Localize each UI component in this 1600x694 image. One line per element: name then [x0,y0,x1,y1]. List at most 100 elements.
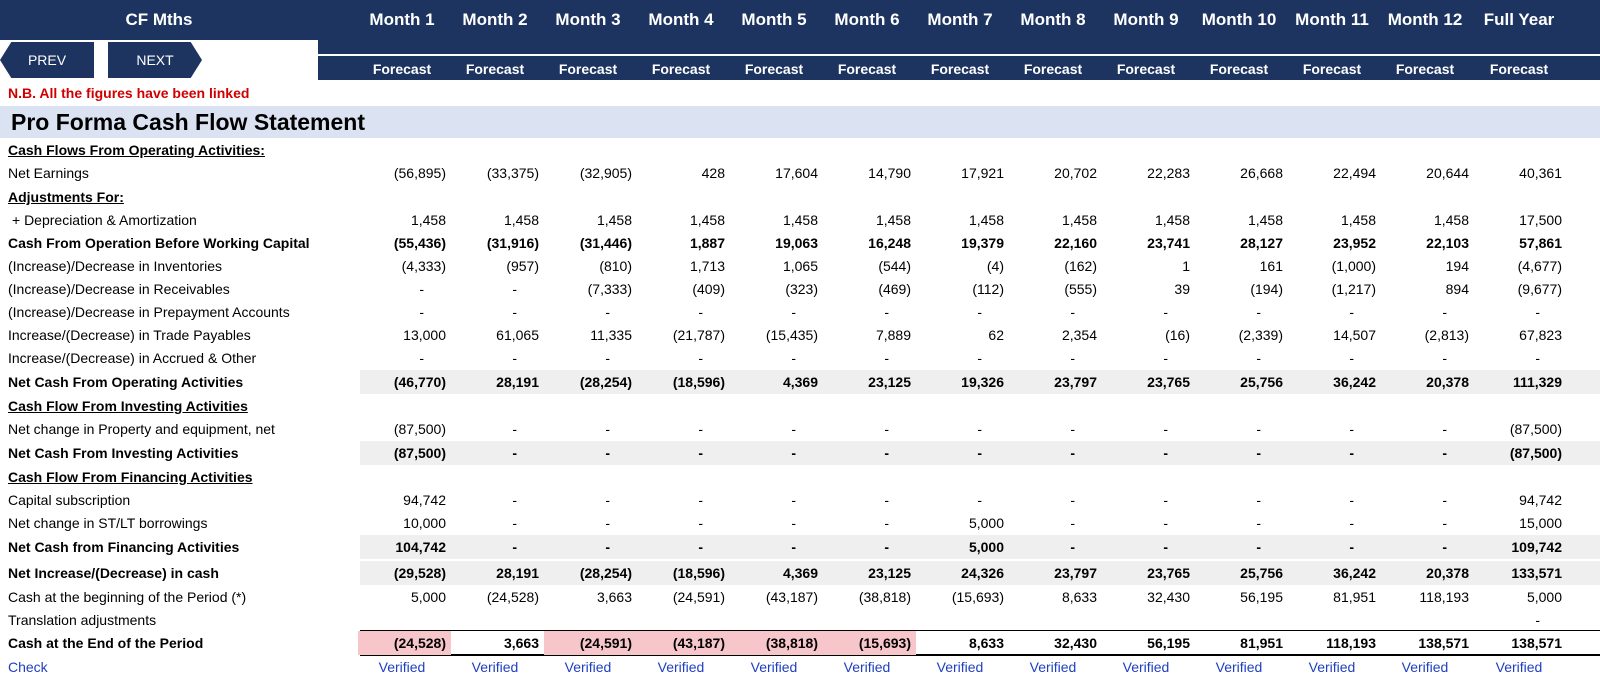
value-cell[interactable]: 23,765 [1147,565,1190,581]
value-cell[interactable]: 1,458 [1433,212,1469,228]
value-cell[interactable]: - [512,421,517,437]
value-cell[interactable]: - [1070,350,1075,366]
check-status[interactable]: Verified [1495,659,1543,675]
value-cell[interactable]: (555) [1064,281,1097,297]
value-cell[interactable]: - [605,515,610,531]
value-cell[interactable]: - [698,304,703,320]
value-cell[interactable]: - [1070,492,1075,508]
value-cell[interactable]: 20,378 [1426,374,1469,390]
value-cell[interactable]: - [1256,492,1261,508]
value-cell[interactable]: 16,248 [868,235,911,251]
value-cell[interactable]: - [698,515,703,531]
value-cell[interactable]: - [1349,445,1354,461]
value-cell[interactable]: - [1349,421,1354,437]
value-cell[interactable]: 109,742 [1511,539,1562,555]
value-cell[interactable]: - [605,492,610,508]
value-cell[interactable]: 4,369 [782,565,818,581]
value-cell[interactable]: 4,369 [782,374,818,390]
value-cell[interactable]: (957) [506,258,539,274]
value-cell[interactable]: 23,797 [1054,565,1097,581]
value-cell[interactable]: - [884,515,889,531]
value-cell[interactable]: - [1163,539,1168,555]
value-cell[interactable]: 1,065 [782,258,818,274]
value-cell[interactable]: - [1442,492,1447,508]
value-cell[interactable]: 15,000 [1519,515,1562,531]
value-cell[interactable]: (7,333) [587,281,632,297]
value-cell[interactable]: 3,663 [503,635,539,651]
value-cell[interactable]: 39 [1174,281,1190,297]
value-cell[interactable]: 1 [1182,258,1190,274]
check-status[interactable]: Verified [1215,659,1263,675]
value-cell[interactable]: - [605,350,610,366]
value-cell[interactable]: (33,375) [486,165,539,181]
value-cell[interactable]: - [1535,304,1540,320]
value-cell[interactable]: - [605,421,610,437]
value-cell[interactable]: (18,596) [672,374,725,390]
value-cell[interactable]: - [1163,515,1168,531]
value-cell[interactable]: - [698,421,703,437]
value-cell[interactable]: - [1070,421,1075,437]
value-cell[interactable]: - [1256,515,1261,531]
value-cell[interactable]: 14,507 [1333,327,1376,343]
value-cell[interactable]: (24,591) [672,589,725,605]
value-cell[interactable]: (43,187) [672,635,725,651]
value-cell[interactable]: (28,254) [579,374,632,390]
value-cell[interactable]: - [512,445,517,461]
value-cell[interactable]: - [884,445,889,461]
value-cell[interactable]: (162) [1064,258,1097,274]
value-cell[interactable]: - [1535,350,1540,366]
value-cell[interactable]: 104,742 [395,539,446,555]
value-cell[interactable]: 14,790 [868,165,911,181]
value-cell[interactable]: - [419,304,424,320]
value-cell[interactable]: 1,458 [689,212,725,228]
value-cell[interactable]: (15,435) [765,327,818,343]
value-cell[interactable]: 23,741 [1147,235,1190,251]
value-cell[interactable]: - [1163,445,1168,461]
row-label[interactable]: Check [8,659,48,675]
value-cell[interactable]: - [1442,515,1447,531]
value-cell[interactable]: (18,596) [672,565,725,581]
value-cell[interactable]: - [1535,612,1540,628]
value-cell[interactable]: - [977,304,982,320]
value-cell[interactable]: - [419,281,424,297]
value-cell[interactable]: - [1442,421,1447,437]
check-status[interactable]: Verified [1122,659,1170,675]
value-cell[interactable]: 25,756 [1240,565,1283,581]
value-cell[interactable]: - [1442,304,1447,320]
value-cell[interactable]: 1,458 [1340,212,1376,228]
value-cell[interactable]: (112) [972,281,1004,297]
next-button[interactable]: NEXT [108,42,202,78]
value-cell[interactable]: - [791,304,796,320]
value-cell[interactable]: 24,326 [961,565,1004,581]
value-cell[interactable]: - [884,304,889,320]
value-cell[interactable]: 8,633 [968,635,1004,651]
value-cell[interactable]: (56,895) [393,165,446,181]
value-cell[interactable]: 1,458 [782,212,818,228]
value-cell[interactable]: 8,633 [1061,589,1097,605]
value-cell[interactable]: (24,528) [393,635,446,651]
value-cell[interactable]: 22,103 [1426,235,1469,251]
value-cell[interactable]: 5,000 [968,515,1004,531]
check-status[interactable]: Verified [1401,659,1449,675]
value-cell[interactable]: 94,742 [403,492,446,508]
value-cell[interactable]: - [791,421,796,437]
value-cell[interactable]: - [1256,421,1261,437]
value-cell[interactable]: 1,713 [689,258,725,274]
value-cell[interactable]: 1,458 [596,212,632,228]
value-cell[interactable]: 1,887 [689,235,725,251]
value-cell[interactable]: (38,818) [858,589,911,605]
value-cell[interactable]: 5,000 [1526,589,1562,605]
value-cell[interactable]: - [977,350,982,366]
value-cell[interactable]: (469) [878,281,911,297]
value-cell[interactable]: - [1349,350,1354,366]
value-cell[interactable]: (31,446) [579,235,632,251]
value-cell[interactable]: - [791,515,796,531]
value-cell[interactable]: - [1442,445,1447,461]
value-cell[interactable]: (4,333) [401,258,446,274]
value-cell[interactable]: 5,000 [968,539,1004,555]
value-cell[interactable]: 23,125 [868,565,911,581]
value-cell[interactable]: - [605,445,610,461]
check-status[interactable]: Verified [564,659,612,675]
value-cell[interactable]: (55,436) [393,235,446,251]
value-cell[interactable]: - [1442,539,1447,555]
